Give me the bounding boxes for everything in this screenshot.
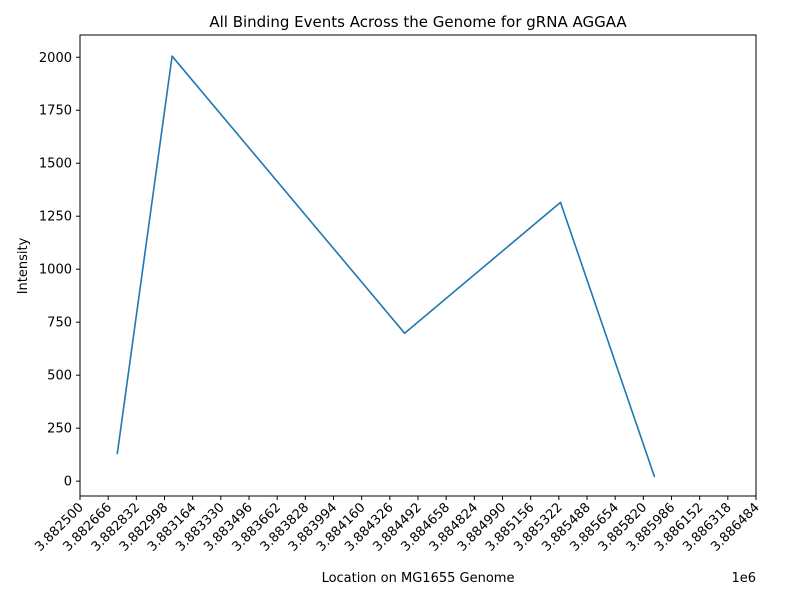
plot-area-frame: [79, 34, 757, 497]
series-line-1: [116, 55, 656, 477]
y-tick-label: 0: [64, 475, 72, 490]
y-axis-ticks: 0 250 500 750 1000 1250 1500 1750 2000: [39, 51, 80, 490]
x-axis-offset-label: 1e6: [731, 571, 756, 586]
y-axis-label: Intensity: [16, 237, 31, 294]
data-point: [403, 332, 406, 335]
x-axis-ticks: 3.8825003.8826663.8828323.8829983.883164…: [32, 496, 763, 555]
y-tick-label: 1500: [39, 157, 72, 172]
y-tick-label: 1000: [39, 263, 72, 278]
y-tick-label: 500: [47, 369, 72, 384]
series-layer: [116, 55, 656, 478]
data-point: [653, 475, 656, 478]
y-tick-label: 250: [47, 422, 72, 437]
data-point: [559, 201, 562, 204]
chart-title: All Binding Events Across the Genome for…: [209, 13, 627, 31]
x-axis-label: Location on MG1655 Genome: [322, 571, 515, 586]
y-tick-label: 750: [47, 316, 72, 331]
data-point: [116, 452, 119, 455]
y-tick-label: 1250: [39, 210, 72, 225]
data-point: [171, 55, 173, 57]
y-tick-label: 2000: [39, 51, 72, 66]
y-tick-label: 1750: [39, 104, 72, 119]
